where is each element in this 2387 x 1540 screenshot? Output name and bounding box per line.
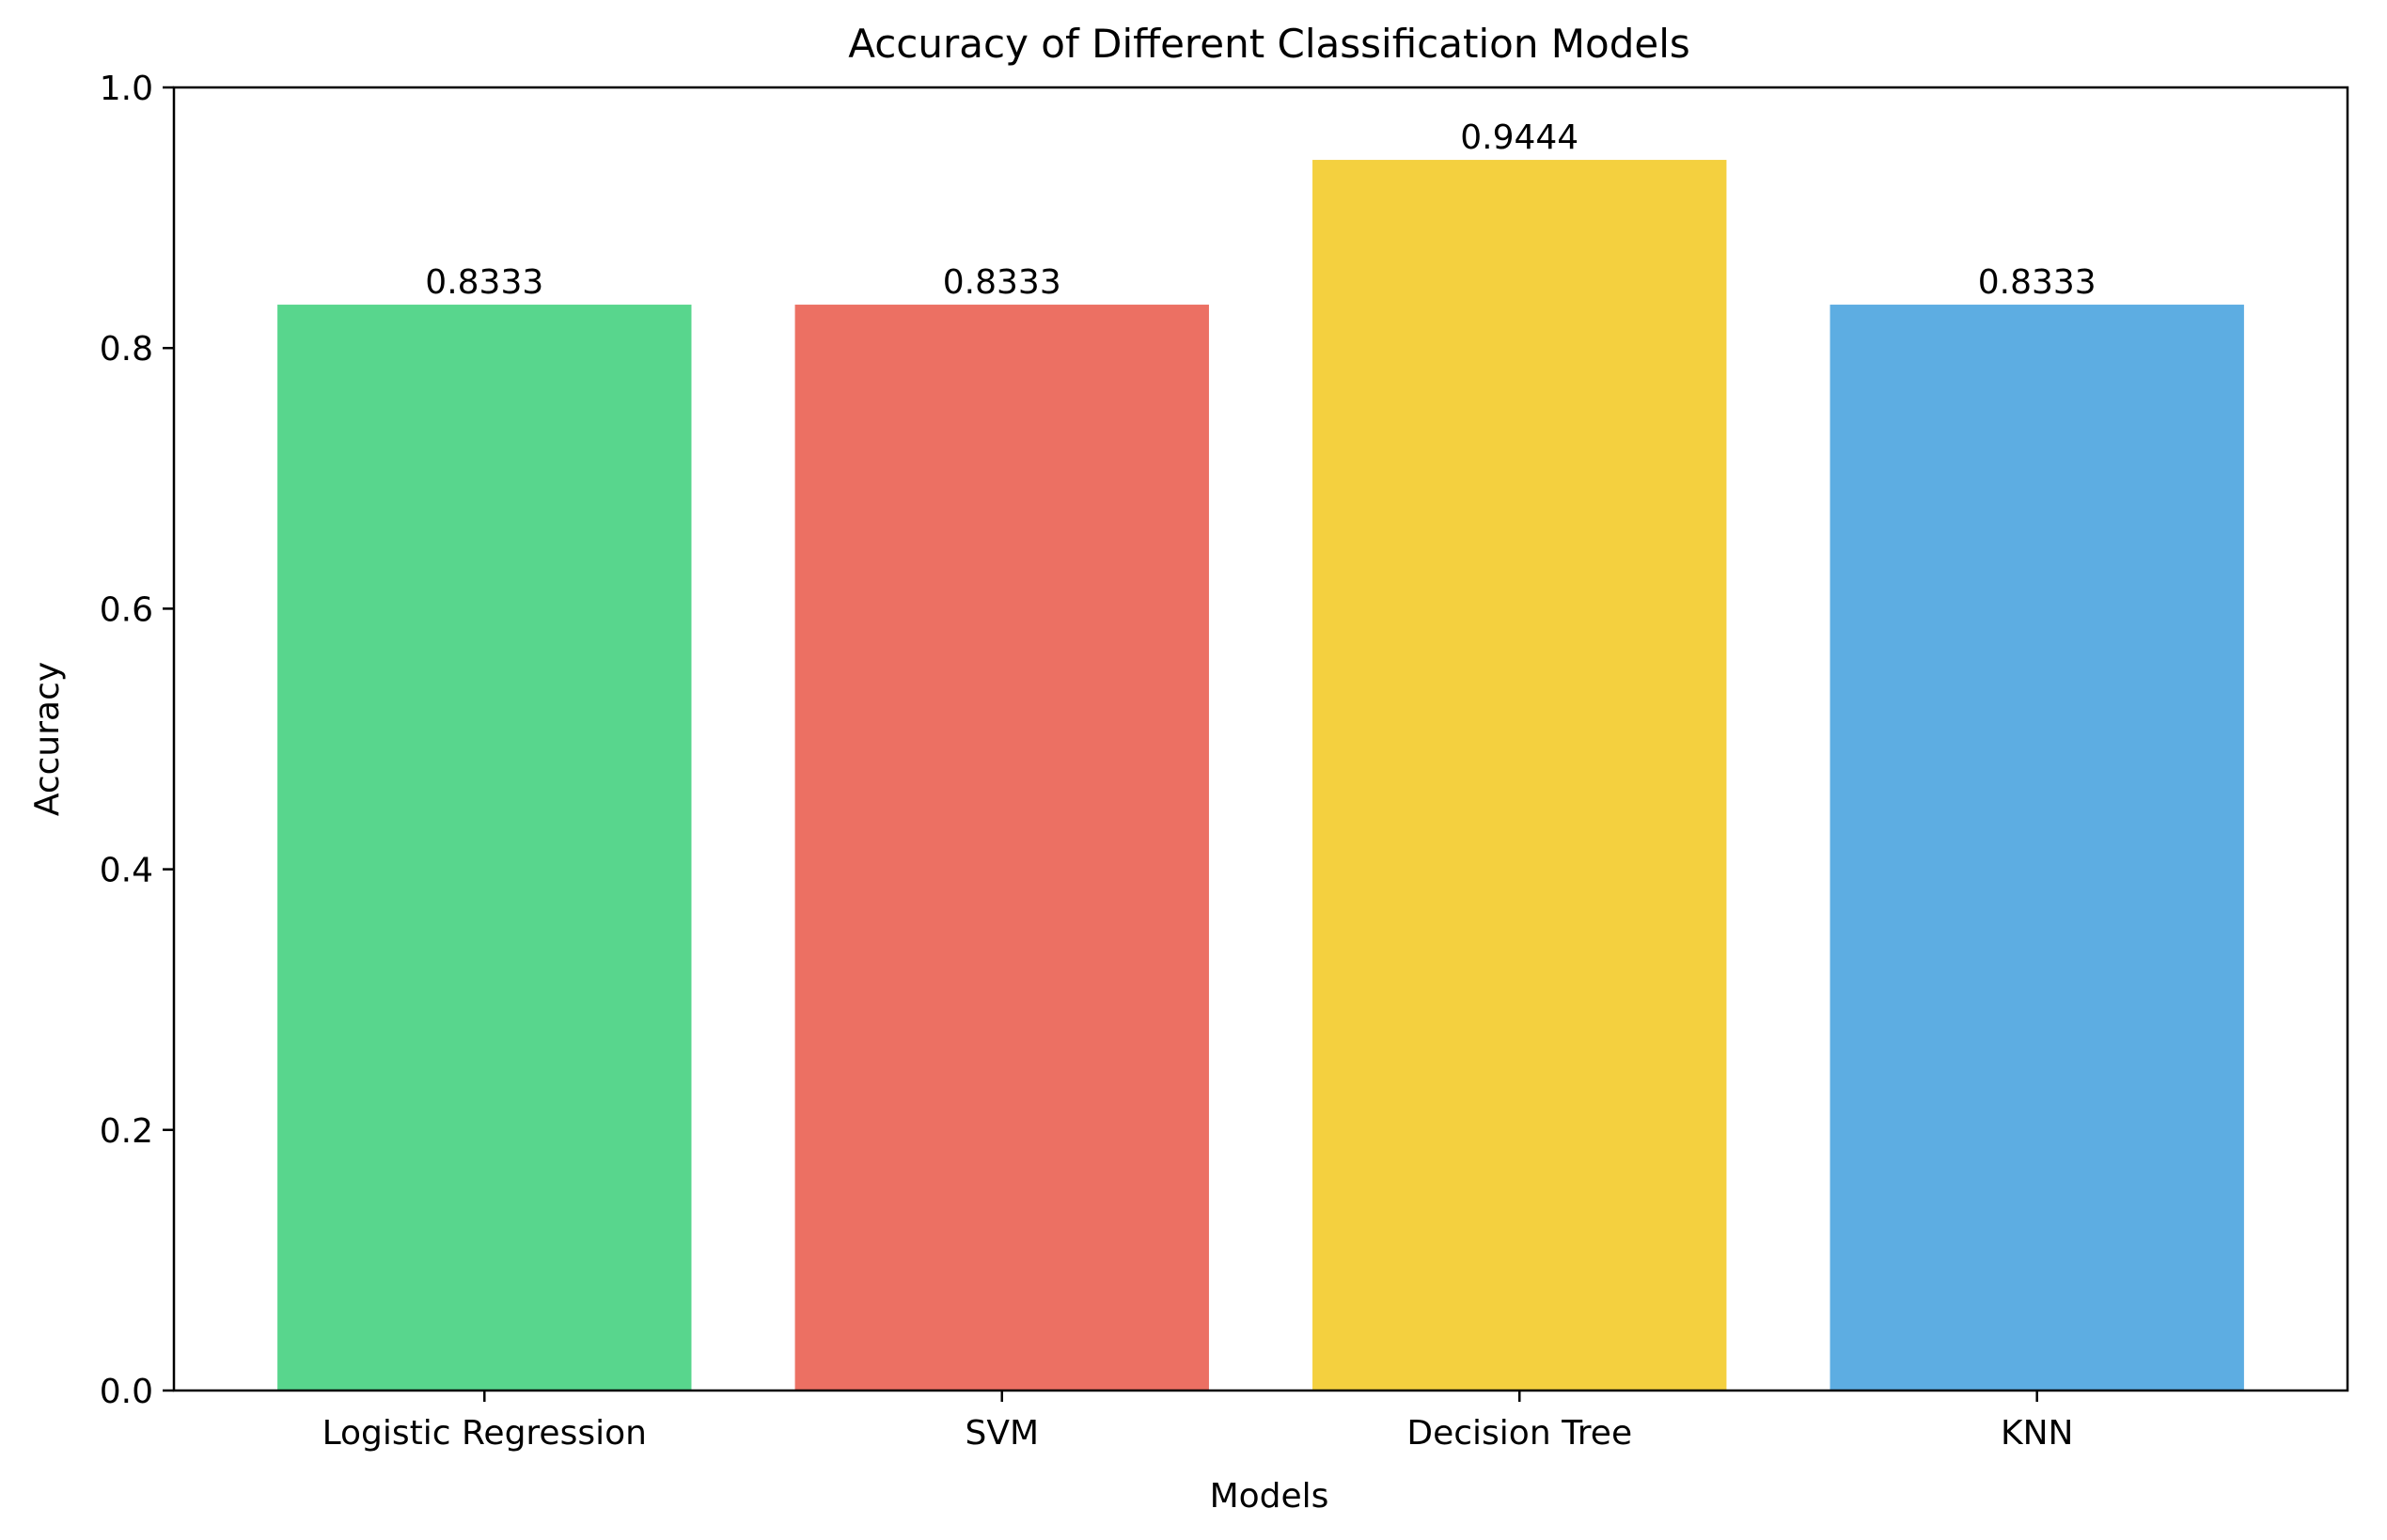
bars-layer: [277, 160, 2244, 1391]
x-tick-label: Decision Tree: [1406, 1414, 1632, 1453]
bar-3: [1830, 305, 2244, 1391]
bar-data-label: 0.8333: [425, 263, 543, 302]
x-tick-label: SVM: [965, 1414, 1039, 1453]
y-tick-label: 0.0: [100, 1373, 153, 1411]
x-tick-label: Logistic Regression: [322, 1414, 647, 1453]
data-labels-layer: 0.8333 0.8333 0.9444 0.8333: [425, 118, 2096, 302]
y-axis-label: Accuracy: [28, 662, 67, 816]
y-tick-label: 1.0: [100, 70, 153, 108]
bar-0: [277, 305, 692, 1391]
y-tick-label: 0.6: [100, 590, 153, 629]
bar-data-label: 0.8333: [1978, 263, 2096, 302]
y-axis: 0.0 0.2 0.4 0.6 0.8 1.0: [100, 70, 174, 1411]
bar-2: [1312, 160, 1727, 1391]
plot-frame: [172, 86, 2349, 1392]
x-tick-label: KNN: [2001, 1414, 2073, 1453]
y-tick-label: 0.8: [100, 330, 153, 369]
x-axis: Logistic Regression SVM Decision Tree KNN: [322, 1391, 2073, 1453]
chart-title: Accuracy of Different Classification Mod…: [848, 21, 1690, 67]
y-tick-label: 0.4: [100, 852, 153, 890]
bar-data-label: 0.8333: [943, 263, 1061, 302]
bar-data-label: 0.9444: [1460, 118, 1578, 157]
x-axis-label: Models: [1210, 1477, 1329, 1516]
y-tick-label: 0.2: [100, 1112, 153, 1151]
bar-1: [794, 305, 1209, 1391]
